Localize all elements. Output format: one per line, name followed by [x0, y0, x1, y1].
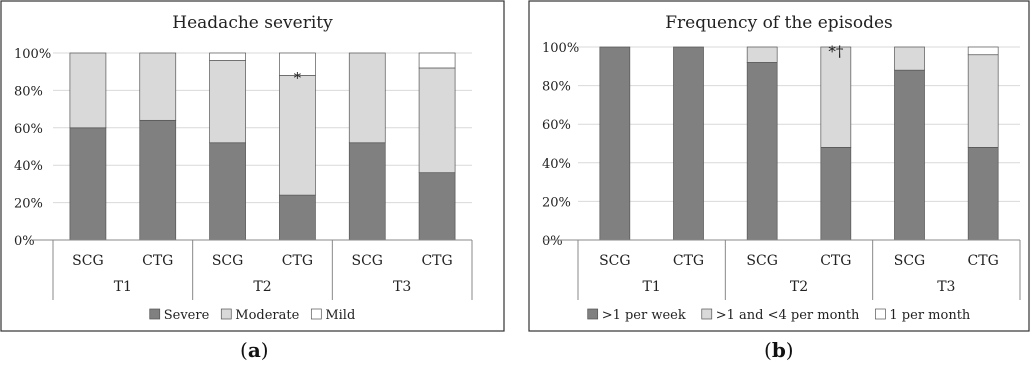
- bar-mild-3: [279, 52, 316, 76]
- bar-1-per-week-1: [673, 46, 704, 241]
- y-tick-label-5: 100%: [542, 41, 579, 56]
- y-tick-label-0: 0%: [14, 234, 35, 249]
- chart-title: Frequency of the episodes: [665, 13, 893, 33]
- x-group-label-t1: T1: [643, 279, 661, 295]
- legend-swatch-1-and-4-per-month: [701, 308, 713, 320]
- x-category-label-5: CTG: [421, 253, 452, 269]
- bar-1-per-week-3: [820, 147, 852, 241]
- subfigure-letter-b: b: [771, 338, 786, 362]
- chart-legend: >1 per week >1 and <4 per month 1 per mont…: [587, 308, 971, 323]
- y-tick-label-1: 20%: [542, 195, 571, 210]
- x-category-label-3: CTG: [282, 253, 313, 269]
- x-group-label-t1: T1: [114, 279, 132, 295]
- chart-legend: Severe Moderate Mild: [149, 308, 355, 323]
- subfigure-label-b: (b): [764, 338, 794, 362]
- y-tick-label-2: 40%: [542, 157, 571, 172]
- legend-swatch-severe: [149, 308, 161, 320]
- chart-headache-severity: Headache severity 0% 20% 40% 60% 80% 100% SCG CT…: [0, 0, 505, 332]
- chart-title: Headache severity: [172, 13, 333, 33]
- bar-severe-2: [209, 142, 246, 241]
- x-category-label-0: SCG: [72, 253, 104, 269]
- legend-label-1-and-4-per-month: >1 and <4 per month: [716, 308, 860, 323]
- bar-severe-3: [279, 194, 316, 241]
- bar-1-and-4-per-month-3: [820, 46, 852, 148]
- x-category-label-4: SCG: [894, 253, 926, 269]
- bar-moderate-4: [348, 52, 386, 144]
- y-tick-label-4: 80%: [14, 84, 43, 99]
- x-group-label-t3: T3: [937, 279, 955, 295]
- bar-moderate-3: [279, 75, 316, 196]
- x-category-label-2: SCG: [212, 253, 244, 269]
- y-tick-label-5: 100%: [14, 47, 51, 62]
- y-tick-label-3: 60%: [14, 122, 43, 137]
- legend-label-1-per-month: 1 per month: [889, 308, 971, 323]
- legend-swatch-1-per-month: [875, 308, 886, 320]
- bar-severe-4: [348, 142, 386, 241]
- bar-severe-5: [418, 172, 456, 241]
- y-tick-label-3: 60%: [542, 118, 571, 133]
- bar-1-per-week-0: [599, 46, 631, 241]
- x-category-label-3: CTG: [820, 253, 851, 269]
- bar-1-per-week-4: [894, 69, 925, 241]
- bar-1-per-week-2: [746, 62, 778, 241]
- significance-annotation-0: *: [294, 69, 302, 87]
- legend-label-moderate: Moderate: [235, 308, 299, 323]
- legend-label-severe: Severe: [164, 308, 210, 323]
- legend-swatch-moderate: [220, 308, 232, 320]
- significance-annotation-0: *†: [828, 43, 844, 61]
- x-category-label-0: SCG: [599, 253, 631, 269]
- y-tick-label-4: 80%: [542, 80, 571, 95]
- legend-swatch-1-per-week: [587, 308, 599, 320]
- y-tick-label-1: 20%: [14, 197, 43, 212]
- legend-label-mild: Mild: [325, 308, 355, 323]
- bar-mild-2: [209, 52, 246, 61]
- bar-moderate-5: [418, 67, 456, 174]
- bar-1-and-4-per-month-5: [967, 54, 999, 148]
- bar-1-per-month-5: [967, 46, 999, 56]
- x-category-label-2: SCG: [746, 253, 778, 269]
- bar-severe-1: [139, 119, 177, 241]
- bar-1-and-4-per-month-4: [894, 46, 925, 71]
- x-category-label-1: CTG: [142, 253, 173, 269]
- bar-mild-5: [418, 52, 456, 69]
- legend-swatch-mild: [310, 308, 322, 320]
- bar-moderate-2: [209, 60, 246, 144]
- bar-1-and-4-per-month-2: [746, 46, 778, 63]
- y-tick-label-2: 40%: [14, 159, 43, 174]
- subfigure-letter-a: a: [247, 338, 261, 362]
- chart-frequency-episodes: Frequency of the episodes 0% 20% 40% 60% 80% 1…: [528, 0, 1030, 332]
- chart-panel-headache-severity: Headache severity 0% 20% 40% 60% 80% 100% SCG CT…: [0, 0, 505, 336]
- bar-1-per-week-5: [967, 147, 999, 241]
- x-group-label-t3: T3: [393, 279, 411, 295]
- subfigure-label-a: (a): [240, 338, 269, 362]
- legend-label-1-per-week: >1 per week: [602, 308, 686, 323]
- x-category-label-1: CTG: [673, 253, 704, 269]
- y-tick-label-0: 0%: [542, 234, 563, 249]
- bar-severe-0: [69, 127, 107, 241]
- bar-moderate-1: [139, 52, 177, 121]
- x-category-label-5: CTG: [968, 253, 999, 269]
- bar-moderate-0: [69, 52, 107, 129]
- x-group-label-t2: T2: [790, 279, 808, 295]
- x-category-label-4: SCG: [352, 253, 384, 269]
- chart-panel-frequency-episodes: Frequency of the episodes 0% 20% 40% 60% 80% 1…: [528, 0, 1030, 336]
- x-group-label-t2: T2: [253, 279, 271, 295]
